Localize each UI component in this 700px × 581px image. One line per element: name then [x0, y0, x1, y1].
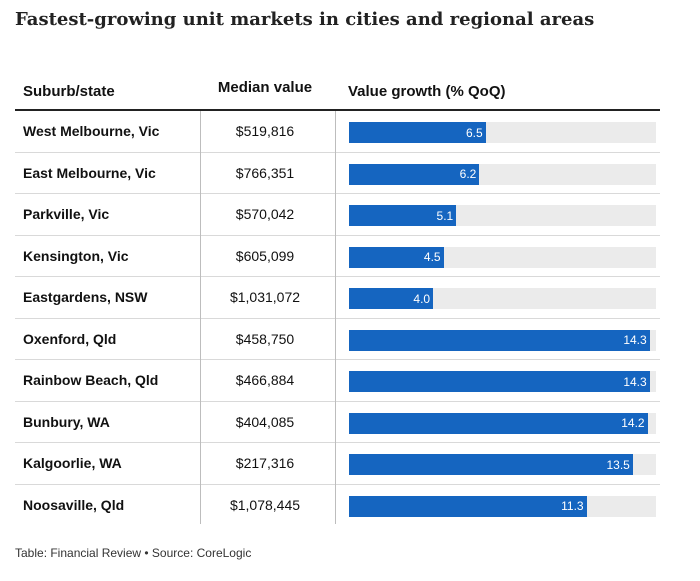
table-row: Bunbury, WA $404,085 14.2 [15, 402, 660, 443]
growth-bar-label: 11.3 [561, 499, 584, 513]
growth-bar-label: 13.5 [606, 457, 630, 472]
suburb-cell: Rainbow Beach, Qld [23, 372, 159, 389]
table-row: West Melbourne, Vic $519,816 6.5 [15, 111, 660, 153]
median-value-cell: $466,884 [235, 372, 295, 389]
median-value-cell: $519,816 [235, 123, 295, 140]
growth-bar-label: 14.3 [623, 374, 647, 389]
source-note: Table: Financial Review • Source: CoreLo… [15, 546, 252, 560]
table-row: Rainbow Beach, Qld $466,884 14.3 [15, 360, 660, 402]
growth-bar: 14.3 [349, 329, 650, 351]
suburb-cell: Bunbury, WA [23, 413, 110, 430]
growth-table: Suburb/state Median value Value growth (… [15, 58, 660, 526]
growth-bar-track: 13.5 [349, 454, 656, 475]
growth-bar-label: 4.5 [423, 250, 441, 264]
table-row: Eastgardens, NSW $1,031,072 4.0 [15, 277, 660, 319]
growth-bar-track: 4.5 [349, 246, 656, 268]
table-row: Oxenford, Qld $458,750 14.3 [15, 319, 660, 360]
growth-bar-track: 14.2 [349, 412, 656, 434]
header-median-value: Median value [217, 79, 313, 96]
growth-bar: 4.0 [349, 288, 434, 309]
table-body: West Melbourne, Vic $519,816 6.5 East Melbo… [15, 111, 660, 526]
suburb-cell: East Melbourne, Vic [23, 164, 156, 181]
growth-bar-label: 14.3 [623, 333, 647, 347]
median-value-cell: $766,351 [235, 164, 295, 181]
median-value-cell: $1,031,072 [229, 289, 301, 306]
suburb-cell: Kensington, Vic [23, 247, 129, 264]
growth-bar-track: 11.3 [349, 495, 656, 517]
growth-bar: 5.1 [349, 205, 457, 226]
chart-title: Fastest-growing unit markets in cities a… [15, 9, 595, 30]
table-row: Kensington, Vic $605,099 4.5 [15, 236, 660, 277]
growth-bar: 6.2 [349, 163, 480, 185]
suburb-cell: West Melbourne, Vic [23, 123, 160, 140]
growth-bar: 13.5 [349, 454, 633, 475]
suburb-cell: Noosaville, Qld [23, 497, 125, 514]
header-suburb: Suburb/state [23, 83, 115, 100]
median-value-cell: $217,316 [235, 455, 295, 472]
table-header: Suburb/state Median value Value growth (… [15, 58, 660, 111]
suburb-cell: Kalgoorlie, WA [23, 455, 122, 472]
suburb-cell: Parkville, Vic [23, 206, 110, 223]
growth-bar: 4.5 [349, 246, 444, 268]
growth-bar-label: 14.2 [621, 416, 645, 430]
column-divider [200, 111, 201, 524]
suburb-cell: Oxenford, Qld [23, 330, 117, 347]
median-value-cell: $458,750 [235, 330, 295, 347]
growth-bar-label: 4.0 [413, 291, 431, 306]
median-value-cell: $1,078,445 [229, 497, 301, 514]
median-value-cell: $404,085 [235, 413, 295, 430]
growth-bar: 11.3 [349, 495, 587, 517]
growth-bar-label: 5.1 [436, 208, 454, 223]
suburb-cell: Eastgardens, NSW [23, 289, 148, 306]
growth-bar-track: 6.2 [349, 163, 656, 185]
table-row: East Melbourne, Vic $766,351 6.2 [15, 153, 660, 194]
growth-bar-track: 14.3 [349, 371, 656, 392]
growth-bar-label: 6.5 [465, 125, 483, 140]
growth-bar: 14.3 [349, 371, 650, 392]
median-value-cell: $570,042 [235, 206, 295, 223]
table-row: Kalgoorlie, WA $217,316 13.5 [15, 443, 660, 485]
table-row: Noosaville, Qld $1,078,445 11.3 [15, 485, 660, 527]
header-value-growth: Value growth (% QoQ) [348, 83, 506, 100]
growth-bar-label: 6.2 [459, 167, 477, 181]
growth-bar-track: 5.1 [349, 205, 656, 226]
median-value-cell: $605,099 [235, 247, 295, 264]
growth-bar-track: 6.5 [349, 122, 656, 143]
column-divider [335, 111, 336, 524]
growth-bar-track: 14.3 [349, 329, 656, 351]
growth-bar-track: 4.0 [349, 288, 656, 309]
growth-bar: 14.2 [349, 412, 648, 434]
table-row: Parkville, Vic $570,042 5.1 [15, 194, 660, 236]
growth-bar: 6.5 [349, 122, 486, 143]
